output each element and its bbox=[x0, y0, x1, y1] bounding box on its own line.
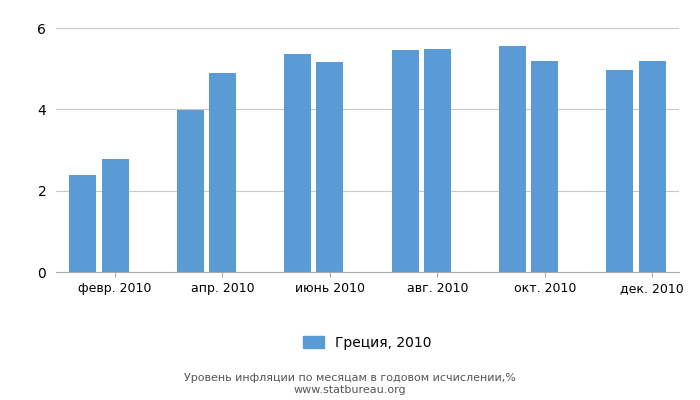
Bar bbox=[606, 70, 634, 272]
Text: www.statbureau.org: www.statbureau.org bbox=[294, 385, 406, 395]
Bar bbox=[638, 61, 666, 272]
Bar bbox=[284, 54, 311, 272]
Bar bbox=[531, 61, 558, 272]
Bar bbox=[102, 159, 129, 272]
Bar bbox=[69, 175, 97, 272]
Bar bbox=[499, 46, 526, 272]
Bar bbox=[177, 110, 204, 272]
Bar bbox=[316, 62, 343, 272]
Text: Уровень инфляции по месяцам в годовом исчислении,%: Уровень инфляции по месяцам в годовом ис… bbox=[184, 373, 516, 383]
Bar bbox=[424, 49, 451, 272]
Legend: Греция, 2010: Греция, 2010 bbox=[298, 330, 438, 355]
Bar bbox=[392, 50, 419, 272]
Bar bbox=[209, 73, 236, 272]
